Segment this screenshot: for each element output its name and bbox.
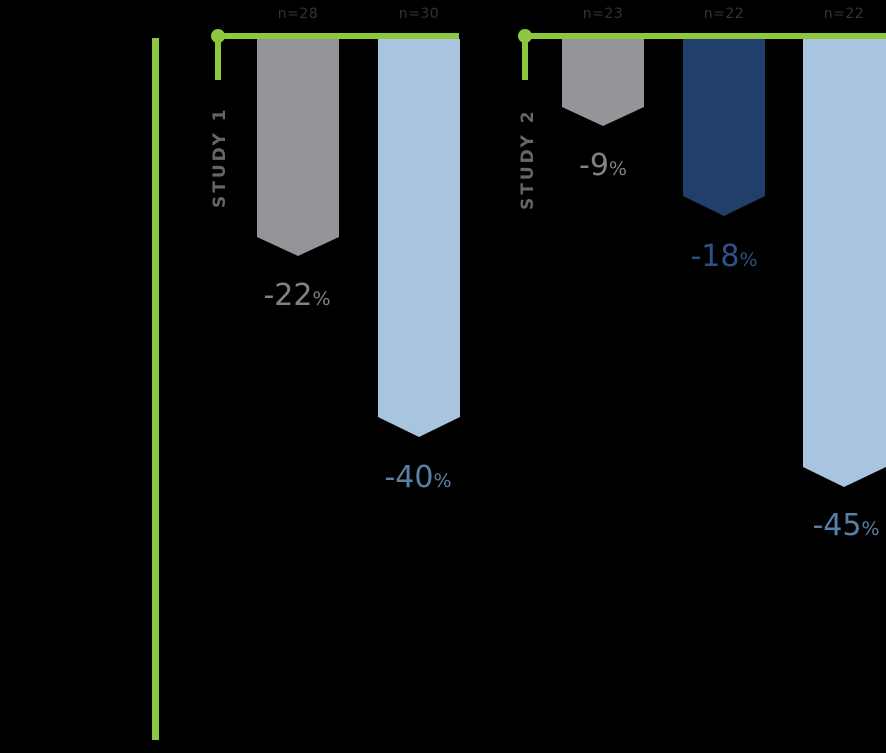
study1-bar2-n: n=30	[398, 6, 440, 22]
study1-bar1-value: -22%	[237, 278, 357, 313]
study1-bar2-value: -40%	[358, 460, 478, 495]
value-number: -22	[263, 278, 313, 313]
study1-baseline	[218, 33, 459, 39]
study1-bar2	[378, 39, 460, 438]
study2-bar3	[803, 39, 886, 488]
study2-bar3-value: -45%	[786, 508, 886, 543]
value-number: -18	[690, 239, 740, 274]
study2-bar1-n: n=23	[582, 6, 624, 22]
study2-origin-dot	[518, 29, 532, 43]
study2-bar2	[683, 39, 765, 217]
study2-bar2-value: -18%	[664, 239, 784, 274]
value-unit: %	[312, 288, 331, 310]
study2-label: STUDY 2	[518, 108, 538, 210]
study2-bracket	[522, 36, 528, 80]
value-number: -9	[579, 148, 609, 183]
study2-baseline	[526, 33, 886, 39]
study2-bar1-value: -9%	[543, 148, 663, 183]
study1-bracket	[215, 36, 221, 80]
study2-bar3-n: n=22	[823, 6, 865, 22]
value-number: -45	[812, 508, 862, 543]
value-unit: %	[433, 470, 452, 492]
left-axis-line	[152, 38, 159, 740]
value-unit: %	[739, 249, 758, 271]
study2-bar1	[562, 39, 644, 127]
study2-bar2-n: n=22	[703, 6, 745, 22]
study1-bar1	[257, 39, 339, 257]
study1-label: STUDY 1	[210, 106, 230, 208]
study1-origin-dot	[211, 29, 225, 43]
study1-bar1-n: n=28	[277, 6, 319, 22]
value-unit: %	[608, 158, 627, 180]
value-unit: %	[861, 518, 880, 540]
value-number: -40	[384, 460, 434, 495]
